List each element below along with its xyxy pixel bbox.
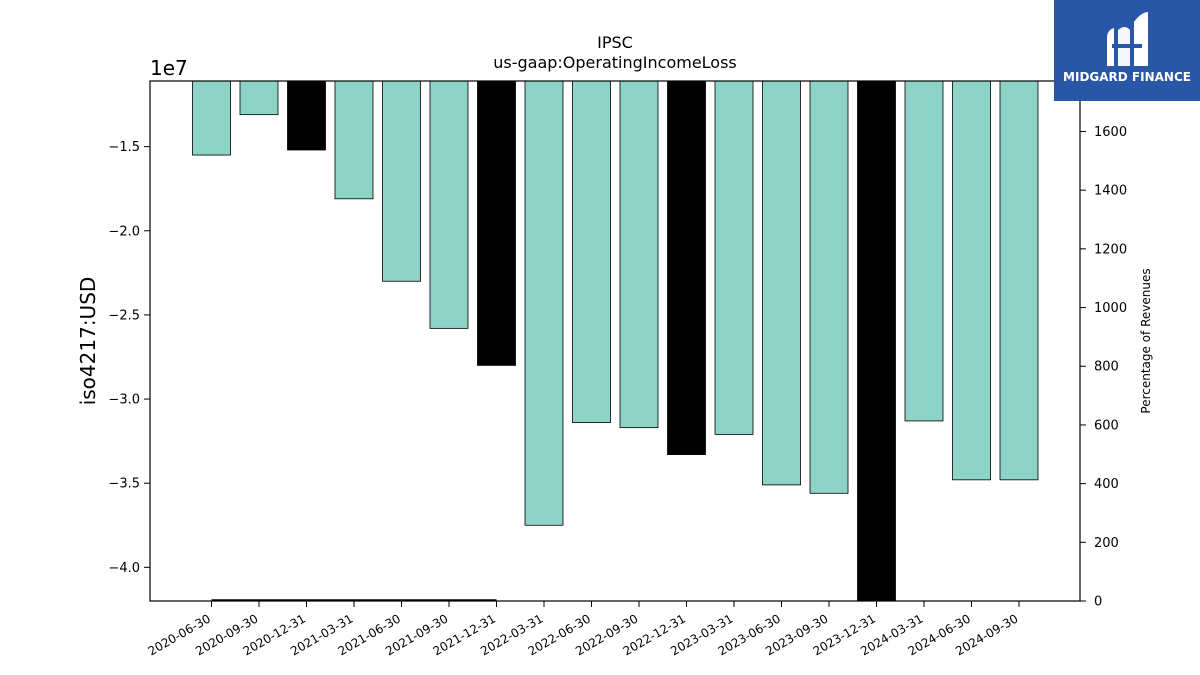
- y-tick-label: −2.5: [108, 308, 140, 323]
- bar: [619, 80, 659, 429]
- bar: [192, 80, 231, 156]
- bar: [382, 80, 421, 282]
- midgard-finance-logo: MIDGARD FINANCE: [1054, 0, 1200, 101]
- bar: [667, 80, 706, 455]
- x-axis: 2020-06-302020-09-302020-12-312021-03-31…: [146, 601, 1021, 658]
- y-tick-label: −4.0: [108, 561, 140, 576]
- chart-subtitle: us-gaap:OperatingIncomeLoss: [493, 53, 737, 72]
- y2-tick-label: 1400: [1094, 184, 1127, 199]
- bar: [904, 80, 944, 422]
- bar: [999, 80, 1039, 481]
- chart-title: IPSC: [597, 33, 633, 52]
- bar: [762, 80, 801, 486]
- bar: [429, 80, 469, 329]
- y2-tick-label: 0: [1094, 595, 1102, 610]
- bar: [714, 80, 754, 435]
- y-tick-label: −1.5: [108, 140, 140, 155]
- bar: [239, 80, 279, 116]
- y-tick-label: −2.0: [108, 224, 140, 239]
- y-axis: −1.5 −2.0 −2.5 −3.0 −3.5 −4.0: [108, 140, 150, 576]
- y-tick-label: −3.5: [108, 477, 140, 492]
- bar: [334, 80, 374, 200]
- logo-text: MIDGARD FINANCE: [1063, 70, 1191, 84]
- y2-axis-label: Percentage of Revenues: [1139, 268, 1153, 413]
- bar: [857, 80, 896, 602]
- y2-tick-label: 1000: [1094, 301, 1127, 316]
- y-axis-offset-label: 1e7: [150, 56, 188, 80]
- y2-tick-label: 400: [1094, 477, 1119, 492]
- y-axis-label: iso4217:USD: [76, 277, 100, 406]
- bar: [524, 80, 564, 526]
- bar: [809, 80, 849, 494]
- bar: [287, 80, 326, 151]
- y2-tick-label: 1200: [1094, 242, 1127, 257]
- bars-layer: [192, 80, 1039, 602]
- bar: [952, 80, 991, 481]
- y2-axis: 0 200 400 600 800 1000 1200 1400 1600: [1080, 125, 1127, 610]
- y2-tick-label: 200: [1094, 536, 1119, 551]
- logo-mark-icon: [1107, 12, 1148, 66]
- y2-tick-label: 600: [1094, 418, 1119, 433]
- y2-tick-label: 1600: [1094, 125, 1127, 140]
- bar: [572, 80, 611, 424]
- y2-tick-label: 800: [1094, 360, 1119, 375]
- bar: [477, 80, 516, 366]
- plot-frame: [149, 80, 1081, 602]
- y-tick-label: −3.0: [108, 393, 140, 408]
